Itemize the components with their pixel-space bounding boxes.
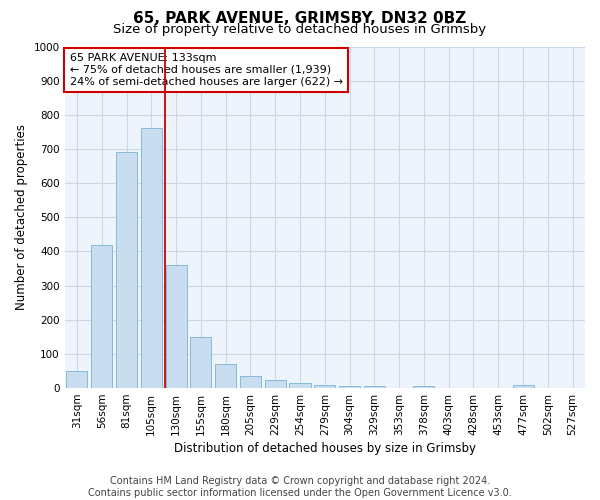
Bar (67, 371, 88, 388)
X-axis label: Distribution of detached houses by size in Grimsby: Distribution of detached houses by size … (174, 442, 476, 455)
Bar (413, 386, 434, 388)
Bar (190, 337, 211, 388)
Bar (240, 376, 261, 388)
Bar (265, 380, 286, 388)
Y-axis label: Number of detached properties: Number of detached properties (15, 124, 28, 310)
Text: Contains HM Land Registry data © Crown copyright and database right 2024.
Contai: Contains HM Land Registry data © Crown c… (88, 476, 512, 498)
Bar (91, 244, 112, 388)
Text: 65, PARK AVENUE, GRIMSBY, DN32 0BZ: 65, PARK AVENUE, GRIMSBY, DN32 0BZ (133, 11, 467, 26)
Text: 65 PARK AVENUE: 133sqm
← 75% of detached houses are smaller (1,939)
24% of semi-: 65 PARK AVENUE: 133sqm ← 75% of detached… (70, 54, 343, 86)
Text: Size of property relative to detached houses in Grimsby: Size of property relative to detached ho… (113, 22, 487, 36)
Bar (364, 386, 385, 388)
Bar (289, 383, 311, 388)
Bar (215, 364, 236, 388)
Bar (116, 152, 137, 388)
Bar (166, 265, 187, 388)
Bar (141, 128, 162, 388)
Bar (314, 384, 335, 388)
Bar (512, 384, 533, 388)
Bar (339, 386, 360, 388)
